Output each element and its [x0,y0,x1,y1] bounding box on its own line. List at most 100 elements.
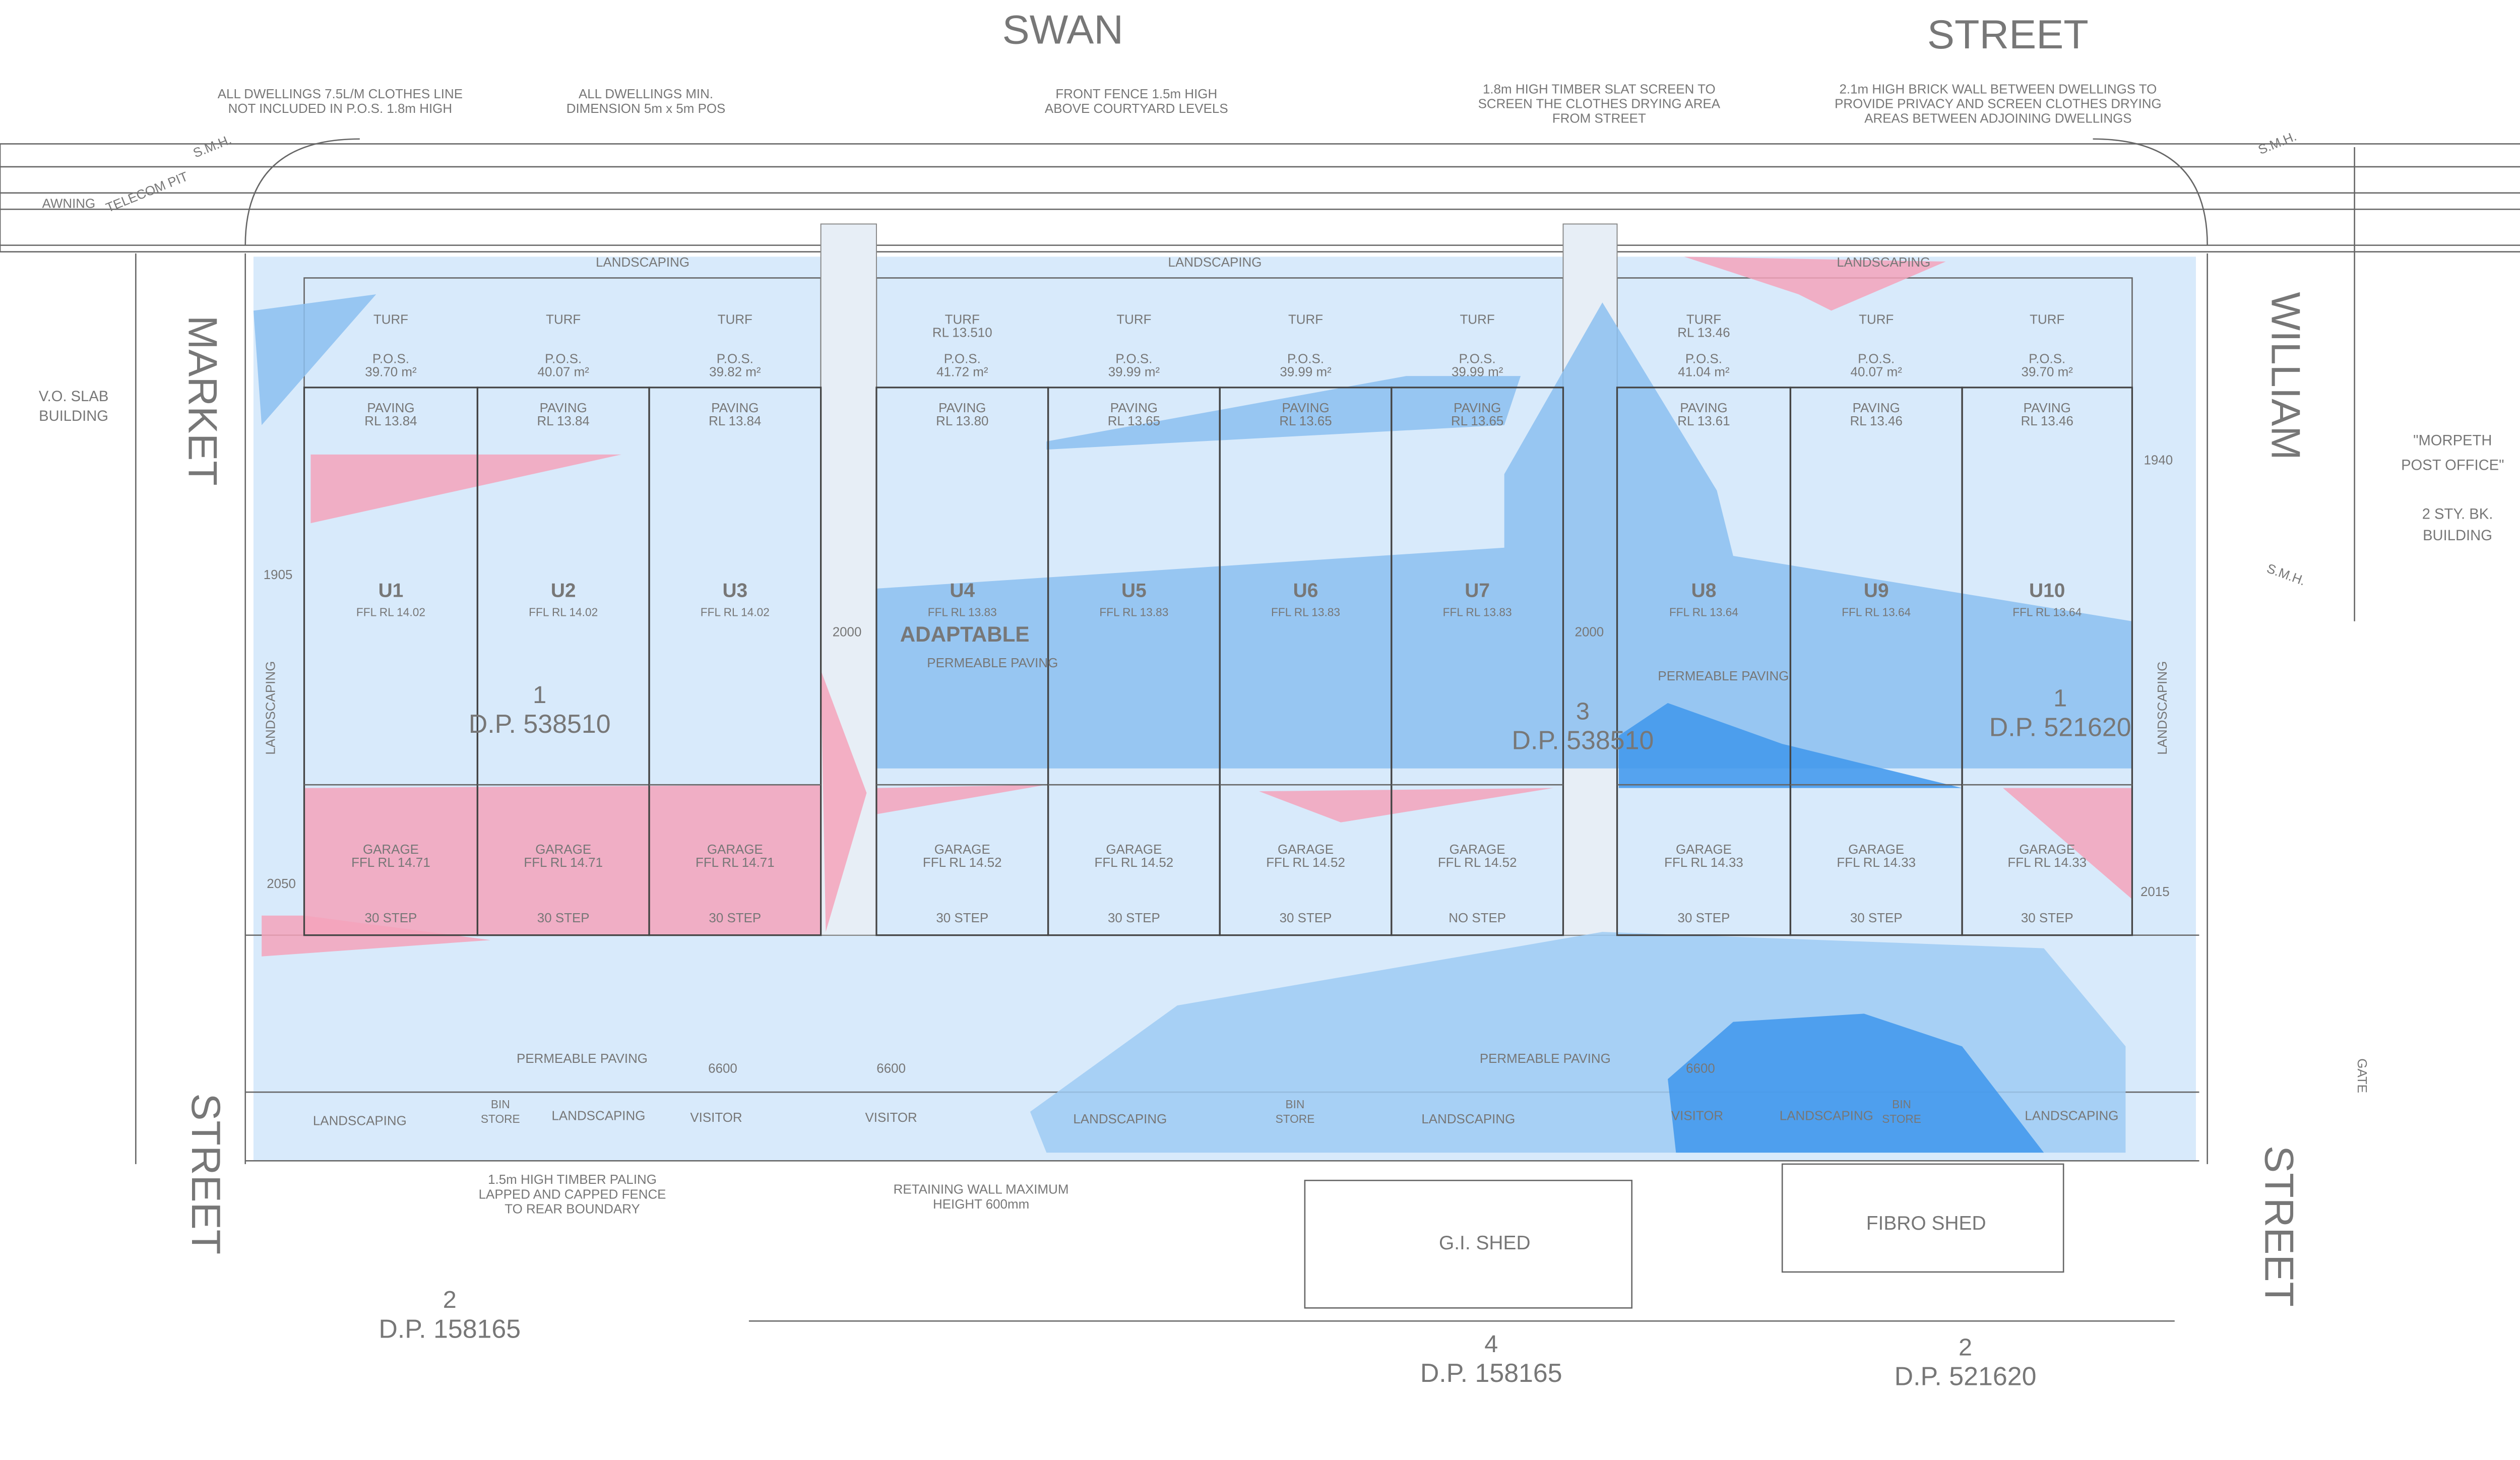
label: VISITOR [690,1111,742,1125]
label: RL 13.65 [1108,414,1160,428]
lot-number: 1 [2053,684,2067,712]
label: 30 STEP [1678,911,1730,925]
label: PERMEABLE PAVING [1480,1052,1611,1066]
note: SCREEN THE CLOTHES DRYING AREA [1478,97,1721,111]
label: PAVING [711,401,759,415]
unit-outline [1961,387,2133,936]
label: G.I. SHED [1439,1232,1531,1254]
corner-curve [244,138,360,245]
lot-number: 3 [1576,697,1590,725]
label: LANDSCAPING [2025,1109,2118,1123]
street-strip [0,143,2520,252]
label: GARAGE [1676,843,1732,857]
label: FFL RL 13.83 [1271,606,1340,619]
unit-name: U8 [1691,580,1717,602]
label: TURF [373,313,408,327]
lot-dp: D.P. 158165 [379,1314,521,1343]
label: 39.70 m² [365,365,417,379]
shed [1781,1163,2064,1273]
label: P.O.S. [1115,352,1152,366]
label: P.O.S. [2029,352,2065,366]
label: 30 STEP [709,911,761,925]
label: GATE [2355,1058,2369,1093]
label: RL 13.84 [364,414,417,428]
label: PERMEABLE PAVING [517,1052,648,1066]
label: FFL RL 13.64 [2012,606,2082,619]
label: 2 STY. BK. [2422,506,2493,523]
note: FRONT FENCE 1.5m HIGH [1055,87,1217,101]
label: S.M.H. [2256,130,2299,158]
note: PROVIDE PRIVACY AND SCREEN CLOTHES DRYIN… [1835,97,2162,111]
label: RL 13.46 [2021,414,2073,428]
unit-name: U5 [1121,580,1147,602]
corner-curve [2093,138,2208,245]
note: 1.8m HIGH TIMBER SLAT SCREEN TO [1483,82,1716,96]
label: PAVING [1680,401,1727,415]
note: 1.5m HIGH TIMBER PALING [488,1173,657,1187]
label: GARAGE [1848,843,1904,857]
lot-dp: D.P. 538510 [469,709,611,738]
street-name: WILLIAM [2262,292,2308,460]
label: V.O. SLAB [39,389,108,405]
label: BIN [1892,1098,1911,1111]
unit-name: U6 [1293,580,1318,602]
label: RL 13.65 [1279,414,1332,428]
label: 30 STEP [1850,911,1903,925]
label: GARAGE [1106,843,1162,857]
label: RL 13.510 [932,326,992,340]
dimension: 2000 [1575,625,1604,639]
label: FFL RL 14.52 [923,856,1002,870]
label: 40.07 m² [538,365,590,379]
label: BIN [1286,1098,1305,1111]
label: LANDSCAPING [313,1114,407,1128]
label: GARAGE [535,843,591,857]
label: TURF [546,313,581,327]
label: RL 13.80 [936,414,988,428]
label: TURF [1460,313,1495,327]
label: FFL RL 13.64 [1842,606,1911,619]
label: BUILDING [2423,528,2492,544]
note: AREAS BETWEEN ADJOINING DWELLINGS [1864,112,2131,126]
label: RL 13.84 [709,414,761,428]
label: P.O.S. [1287,352,1324,366]
label: S.M.H. [191,133,233,161]
label: TURF [718,313,752,327]
label: FFL RL 14.52 [1438,856,1517,870]
label: RL 13.46 [1850,414,1903,428]
unit-name: U1 [379,580,404,602]
label: RL 13.84 [537,414,590,428]
label: 39.82 m² [709,365,761,379]
label: PAVING [1282,401,1329,415]
lot-dp: D.P. 158165 [1420,1358,1562,1387]
label: TURF [945,313,980,327]
label: VISITOR [865,1111,917,1125]
note: TO REAR BOUNDARY [505,1202,640,1217]
overlay-region [1618,703,1963,788]
label: S.M.H. [2265,561,2307,588]
note: FROM STREET [1552,112,1646,126]
overlay-region [1684,257,1946,311]
label: VISITOR [1671,1109,1723,1123]
unit-name: U10 [2029,580,2065,602]
label: ADAPTABLE [900,622,1030,646]
label: FFL RL 14.71 [351,856,430,870]
label: FFL RL 14.71 [524,856,603,870]
dimension: 1905 [264,568,293,582]
label: 40.07 m² [1851,365,1903,379]
note: 2.1m HIGH BRICK WALL BETWEEN DWELLINGS T… [1840,82,2157,96]
label: PAVING [540,401,587,415]
label: P.O.S. [944,352,981,366]
label: GARAGE [934,843,990,857]
street-name: MARKET [179,315,225,486]
dimension: 6600 [1686,1062,1715,1076]
label: FFL RL 14.33 [1837,856,1916,870]
label: RL 13.65 [1451,414,1503,428]
label: TURF [1686,313,1721,327]
label: FFL RL 14.02 [529,606,598,619]
label: TURF [1288,313,1323,327]
label: FFL RL 13.83 [928,606,997,619]
dimension: 6600 [876,1062,906,1076]
label: NO STEP [1448,911,1506,925]
label: 30 STEP [1108,911,1160,925]
label: POST OFFICE" [2401,457,2504,473]
